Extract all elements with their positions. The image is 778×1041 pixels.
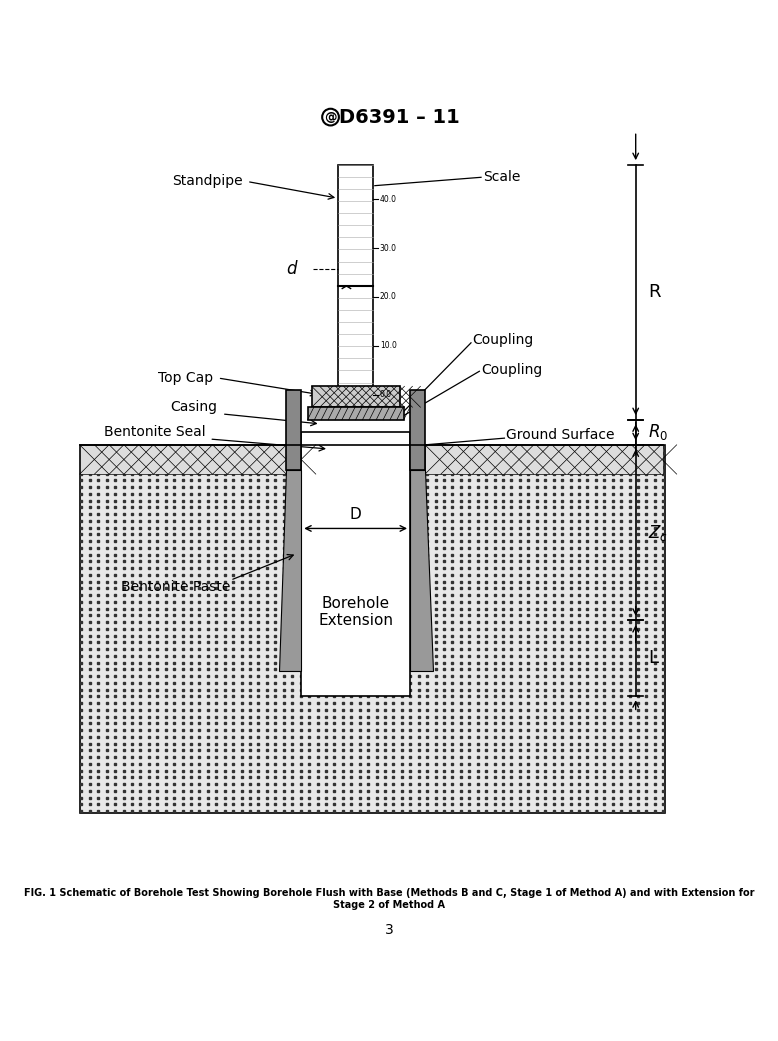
Text: R: R — [648, 283, 661, 301]
Text: Standpipe: Standpipe — [172, 175, 243, 188]
Text: FIG. 1 Schematic of Borehole Test Showing Borehole Flush with Base (Methods B an: FIG. 1 Schematic of Borehole Test Showin… — [24, 888, 755, 910]
Bar — [79, 445, 665, 813]
Bar — [79, 445, 301, 474]
Text: Coupling: Coupling — [473, 333, 534, 348]
Text: 10.0: 10.0 — [380, 341, 397, 351]
Bar — [286, 390, 301, 469]
Text: $Z_c$: $Z_c$ — [648, 523, 668, 542]
Text: 3: 3 — [384, 922, 394, 937]
Text: Top Cap: Top Cap — [159, 371, 213, 385]
Text: Scale: Scale — [482, 171, 520, 184]
Polygon shape — [279, 469, 301, 670]
Bar — [338, 164, 373, 395]
Text: $R_0$: $R_0$ — [648, 423, 668, 442]
Bar — [425, 445, 664, 474]
Text: L: L — [648, 649, 658, 667]
Text: Bentonite Seal: Bentonite Seal — [103, 426, 205, 439]
Polygon shape — [410, 469, 433, 670]
Text: 40.0: 40.0 — [380, 195, 397, 204]
Text: 30.0: 30.0 — [380, 244, 397, 253]
Text: Coupling: Coupling — [481, 362, 542, 377]
Bar — [312, 386, 400, 407]
Text: Ground Surface: Ground Surface — [506, 428, 615, 441]
Text: @: @ — [324, 110, 337, 124]
Text: Bentonite Paste: Bentonite Paste — [121, 580, 230, 594]
Text: Borehole
Extension: Borehole Extension — [318, 595, 393, 629]
Text: D: D — [350, 507, 362, 522]
Text: Casing: Casing — [170, 400, 218, 414]
Bar — [307, 407, 404, 420]
Bar — [301, 432, 410, 695]
Text: D6391 – 11: D6391 – 11 — [339, 107, 460, 127]
Text: 20.0: 20.0 — [380, 293, 397, 302]
Bar — [410, 390, 425, 469]
Text: 0.0: 0.0 — [380, 390, 392, 399]
Text: d: d — [286, 260, 296, 278]
